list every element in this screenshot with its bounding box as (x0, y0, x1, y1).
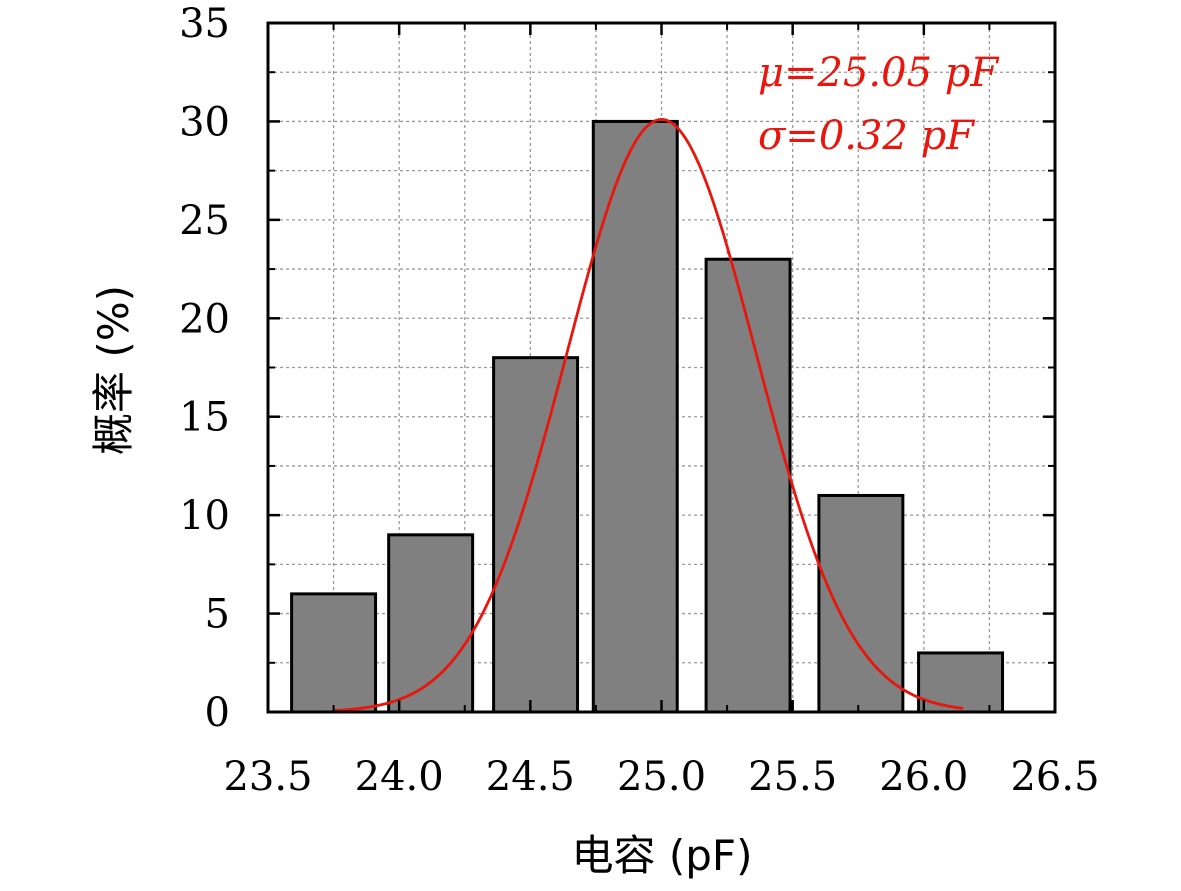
bar (591, 119, 679, 714)
y-tick-label: 0 (205, 690, 230, 736)
mean-annotation: μ=25.05 pF (758, 50, 999, 96)
x-tick-label: 26.0 (879, 754, 968, 800)
y-tick-label: 30 (179, 99, 230, 145)
y-tick-label: 15 (179, 395, 230, 441)
ticks (266, 21, 1057, 714)
bars (290, 119, 1005, 714)
x-axis-title: 电容 (pF) (572, 831, 753, 880)
gaussian-fit-curve (333, 118, 964, 712)
y-tick-label: 5 (205, 592, 230, 638)
x-tick-label: 26.5 (1010, 754, 1099, 800)
y-tick-labels: 0 5 10 15 20 25 30 35 (179, 1, 230, 736)
x-tick-label: 25.5 (748, 754, 837, 800)
y-tick-label: 25 (179, 198, 230, 244)
y-tick-label: 10 (179, 493, 230, 539)
y-tick-label: 20 (179, 296, 230, 342)
fit-curve-group (333, 118, 964, 712)
sigma-annotation: σ=0.32 pF (758, 113, 975, 159)
x-tick-labels: 23.5 24.0 24.5 25.0 25.5 26.0 26.5 (223, 754, 1099, 800)
bar (387, 533, 475, 714)
x-tick-label: 23.5 (223, 754, 312, 800)
x-tick-label: 25.0 (617, 754, 706, 800)
y-tick-label: 35 (179, 1, 230, 47)
x-tick-label: 24.0 (355, 754, 444, 800)
y-axis-title: 概率 (%) (89, 285, 138, 455)
bar (492, 356, 580, 714)
x-tick-label: 24.5 (486, 754, 575, 800)
bar (290, 592, 378, 714)
